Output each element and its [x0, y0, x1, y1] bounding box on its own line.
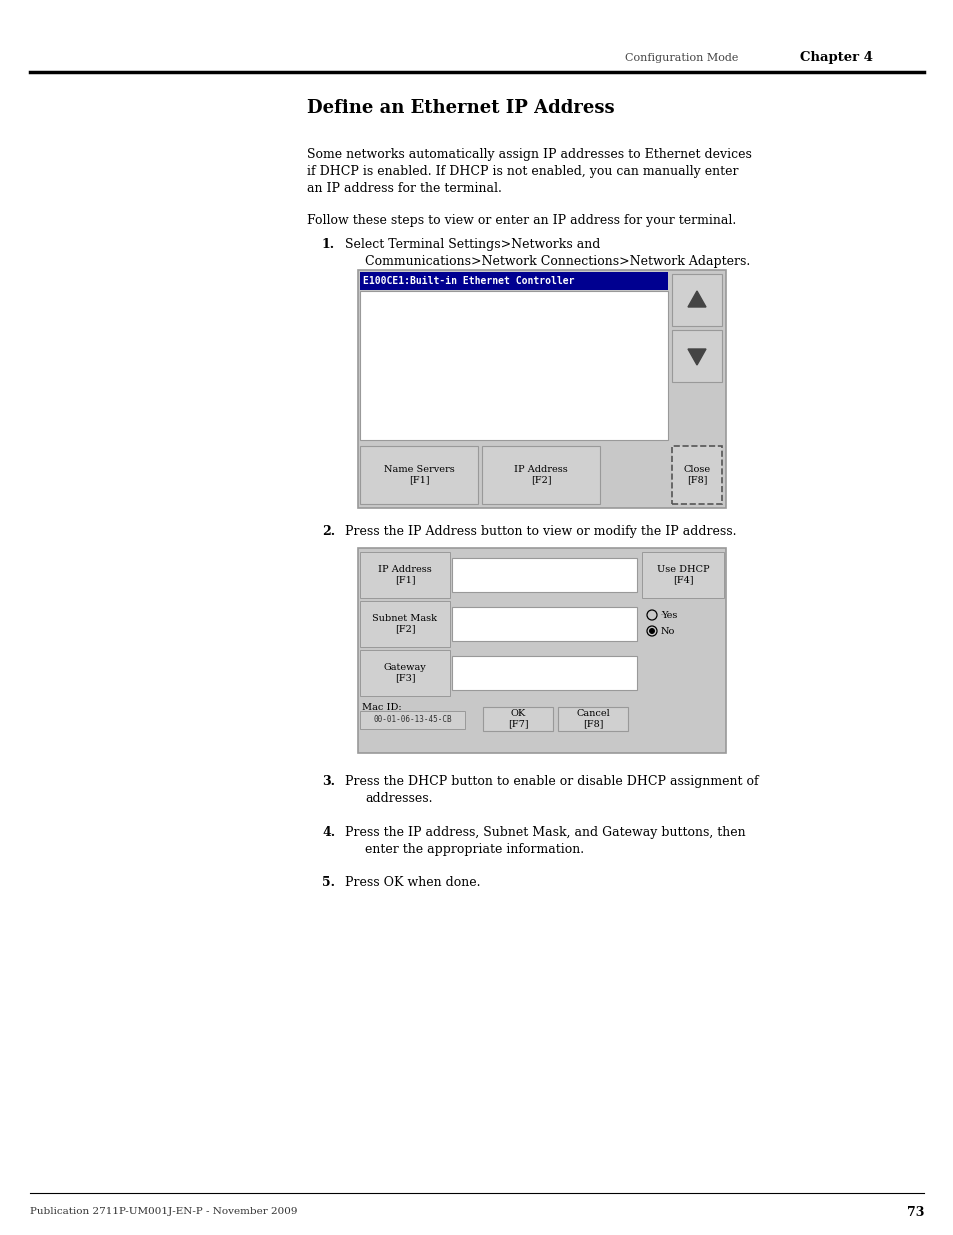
- Text: Mac ID:: Mac ID:: [361, 703, 401, 711]
- Text: Press the DHCP button to enable or disable DHCP assignment of: Press the DHCP button to enable or disab…: [345, 776, 758, 788]
- Text: IP Address
[F2]: IP Address [F2]: [514, 466, 567, 484]
- Bar: [359, 711, 464, 729]
- Text: 1.: 1.: [322, 238, 335, 251]
- Bar: [452, 558, 637, 592]
- Circle shape: [648, 629, 655, 634]
- Text: 2.: 2.: [322, 525, 335, 538]
- Text: OK
[F7]: OK [F7]: [507, 709, 528, 729]
- Bar: [671, 446, 721, 504]
- Polygon shape: [687, 291, 705, 308]
- Text: Press the IP address, Subnet Mask, and Gateway buttons, then: Press the IP address, Subnet Mask, and G…: [345, 826, 745, 839]
- Polygon shape: [687, 350, 705, 366]
- Bar: [359, 552, 450, 598]
- Bar: [357, 548, 725, 753]
- Bar: [482, 706, 553, 731]
- Bar: [558, 706, 627, 731]
- Text: Cancel
[F8]: Cancel [F8]: [576, 709, 609, 729]
- Text: Gateway
[F3]: Gateway [F3]: [383, 663, 426, 683]
- Text: Communications>Network Connections>Network Adapters.: Communications>Network Connections>Netwo…: [365, 254, 749, 268]
- Text: an IP address for the terminal.: an IP address for the terminal.: [307, 182, 501, 195]
- Text: No: No: [660, 626, 675, 636]
- Text: addresses.: addresses.: [365, 792, 432, 805]
- Text: 00-01-06-13-45-CB: 00-01-06-13-45-CB: [373, 715, 452, 725]
- Bar: [359, 446, 477, 504]
- Text: Press OK when done.: Press OK when done.: [345, 876, 480, 889]
- Text: Close
[F8]: Close [F8]: [682, 466, 710, 484]
- Text: Define an Ethernet IP Address: Define an Ethernet IP Address: [307, 99, 614, 117]
- Text: Subnet Mask
[F2]: Subnet Mask [F2]: [372, 614, 437, 634]
- Bar: [452, 606, 637, 641]
- Text: enter the appropriate information.: enter the appropriate information.: [365, 844, 583, 856]
- Bar: [671, 330, 721, 382]
- Bar: [481, 446, 599, 504]
- Bar: [671, 274, 721, 326]
- Text: Press the IP Address button to view or modify the IP address.: Press the IP Address button to view or m…: [345, 525, 736, 538]
- Bar: [452, 656, 637, 690]
- Text: Configuration Mode: Configuration Mode: [624, 53, 738, 63]
- Bar: [359, 601, 450, 647]
- Text: IP Address
[F1]: IP Address [F1]: [377, 566, 432, 584]
- Text: Some networks automatically assign IP addresses to Ethernet devices: Some networks automatically assign IP ad…: [307, 148, 751, 161]
- Bar: [359, 291, 667, 440]
- Bar: [359, 272, 667, 290]
- Text: 4.: 4.: [322, 826, 335, 839]
- Text: Follow these steps to view or enter an IP address for your terminal.: Follow these steps to view or enter an I…: [307, 214, 736, 227]
- Bar: [641, 552, 723, 598]
- Text: 5.: 5.: [322, 876, 335, 889]
- Text: Name Servers
[F1]: Name Servers [F1]: [383, 466, 454, 484]
- Text: 73: 73: [905, 1205, 923, 1219]
- Bar: [359, 650, 450, 697]
- Text: 3.: 3.: [322, 776, 335, 788]
- Bar: [357, 270, 725, 508]
- Text: E100CE1:Built-in Ethernet Controller: E100CE1:Built-in Ethernet Controller: [363, 275, 574, 287]
- Text: Yes: Yes: [660, 610, 677, 620]
- Text: Select Terminal Settings>Networks and: Select Terminal Settings>Networks and: [345, 238, 599, 251]
- Text: if DHCP is enabled. If DHCP is not enabled, you can manually enter: if DHCP is enabled. If DHCP is not enabl…: [307, 165, 738, 178]
- Text: Publication 2711P-UM001J-EN-P - November 2009: Publication 2711P-UM001J-EN-P - November…: [30, 1208, 297, 1216]
- Text: Use DHCP
[F4]: Use DHCP [F4]: [656, 566, 709, 584]
- Text: Chapter 4: Chapter 4: [800, 52, 872, 64]
